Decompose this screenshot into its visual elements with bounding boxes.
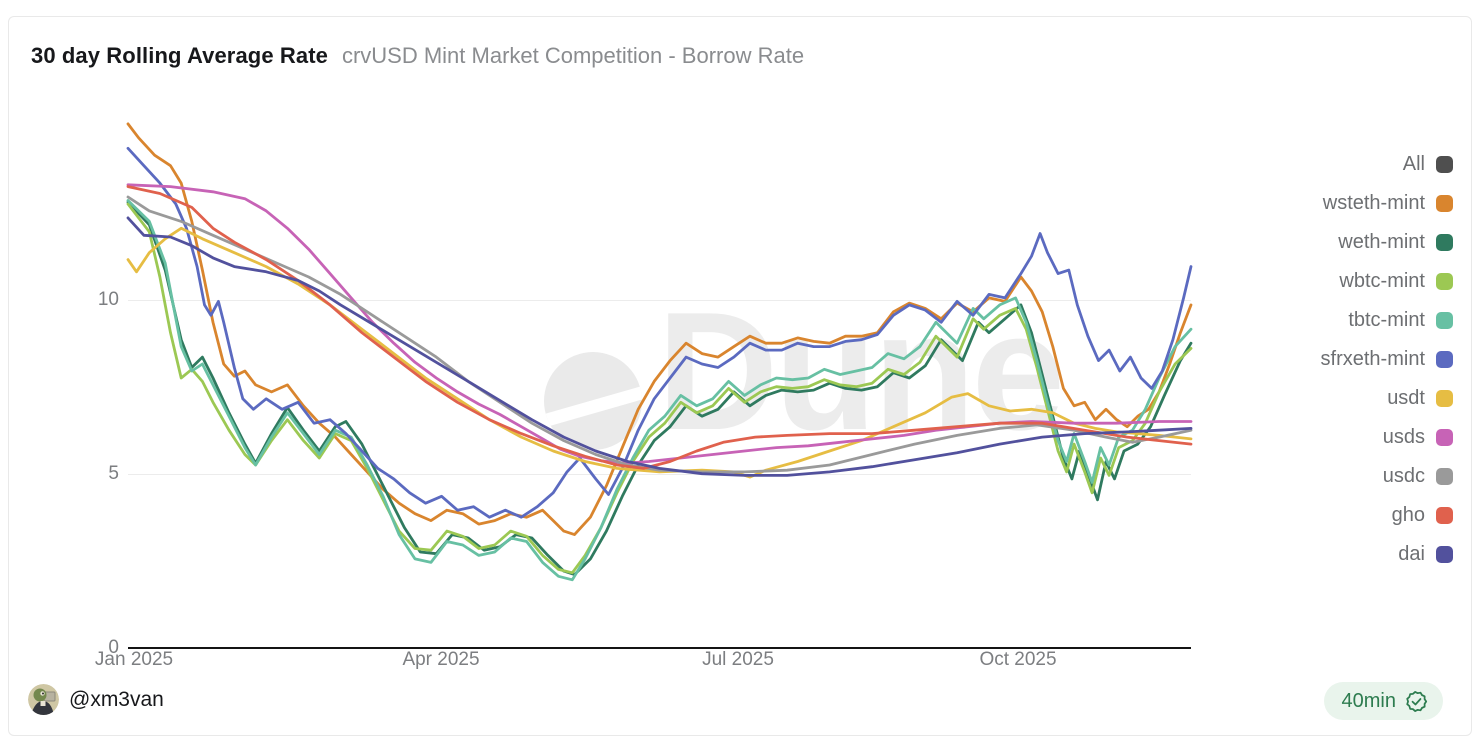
legend-label: gho [1391, 504, 1425, 526]
legend-item-usdt[interactable]: usdt [1321, 379, 1453, 418]
legend-label: wsteth-mint [1322, 192, 1425, 214]
x-tick-oct: Oct 2025 [979, 649, 1057, 670]
legend-label: weth-mint [1338, 231, 1425, 253]
legend-item-usdc[interactable]: usdc [1321, 457, 1453, 496]
legend-item-wbtc-mint[interactable]: wbtc-mint [1321, 262, 1453, 301]
legend-label: sfrxeth-mint [1320, 348, 1425, 370]
chart-legend: All wsteth-mint weth-mint wbtc-mint tbtc-min… [1321, 145, 1453, 574]
y-tick-5: 5 [108, 463, 119, 484]
legend-swatch [1436, 195, 1453, 212]
gridline-5 [128, 474, 1191, 475]
page-title: 30 day Rolling Average Rate [31, 43, 328, 68]
legend-item-wsteth-mint[interactable]: wsteth-mint [1321, 184, 1453, 223]
legend-item-tbtc-mint[interactable]: tbtc-mint [1321, 301, 1453, 340]
legend-swatch [1436, 351, 1453, 368]
series-line-wbtc-mint [126, 202, 1193, 575]
check-seal-icon [1406, 690, 1428, 712]
legend-label: All [1402, 153, 1425, 175]
y-tick-10: 10 [97, 289, 119, 310]
series-line-usdc [126, 195, 1193, 474]
legend-swatch [1436, 507, 1453, 524]
legend-label: tbtc-mint [1348, 309, 1425, 331]
legend-swatch [1436, 468, 1453, 485]
legend-item-sfrxeth-mint[interactable]: sfrxeth-mint [1321, 340, 1453, 379]
legend-label: usdt [1387, 387, 1425, 409]
author-avatar [28, 684, 59, 715]
legend-item-weth-mint[interactable]: weth-mint [1321, 223, 1453, 262]
legend-swatch [1436, 273, 1453, 290]
legend-item-usds[interactable]: usds [1321, 418, 1453, 457]
y-tick-0: 0 [108, 637, 119, 658]
legend-swatch [1436, 546, 1453, 563]
x-tick-jan: Jan 2025 [94, 649, 174, 670]
legend-swatch [1436, 156, 1453, 173]
author-link[interactable]: @xm3van [28, 684, 164, 715]
legend-label: wbtc-mint [1339, 270, 1425, 292]
chart-header: 30 day Rolling Average Rate crvUSD Mint … [31, 43, 804, 69]
legend-swatch [1436, 390, 1453, 407]
x-tick-apr: Apr 2025 [402, 649, 480, 670]
x-axis-line [128, 647, 1191, 649]
legend-swatch [1436, 234, 1453, 251]
legend-swatch [1436, 312, 1453, 329]
pepe-avatar-image [28, 684, 59, 715]
series-line-dai [126, 216, 1193, 477]
gridline-10 [128, 300, 1191, 301]
legend-label: usds [1382, 426, 1425, 448]
legend-item-gho[interactable]: gho [1321, 496, 1453, 535]
legend-swatch [1436, 429, 1453, 446]
page-subtitle: crvUSD Mint Market Competition - Borrow … [341, 43, 805, 68]
line-chart-plot-area[interactable] [9, 17, 1473, 737]
series-line-usdt [126, 226, 1193, 479]
legend-label: dai [1398, 543, 1425, 565]
refresh-interval: 40min [1341, 689, 1396, 712]
series-line-gho [126, 185, 1193, 470]
chart-card: 30 day Rolling Average Rate crvUSD Mint … [8, 16, 1472, 736]
series-line-sfrxeth-mint [126, 146, 1193, 519]
refresh-badge[interactable]: 40min [1323, 682, 1443, 720]
author-handle: @xm3van [69, 687, 164, 711]
x-tick-jul: Jul 2025 [702, 649, 774, 670]
series-line-wsteth-mint [126, 122, 1193, 536]
legend-label: usdc [1382, 465, 1425, 487]
legend-item-all[interactable]: All [1321, 145, 1453, 184]
legend-item-dai[interactable]: dai [1321, 535, 1453, 574]
